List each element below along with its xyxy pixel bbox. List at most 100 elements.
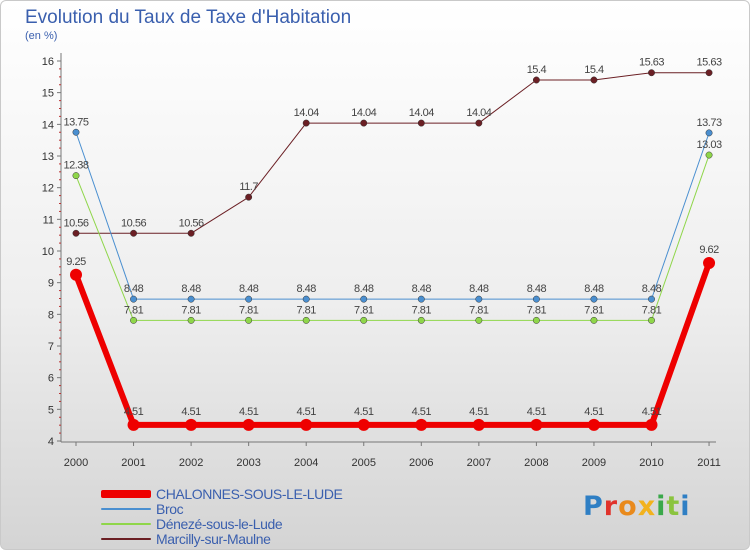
data-label-chalonnes-sous-le-lude: 4.51 <box>124 406 144 418</box>
legend-label: CHALONNES-SOUS-LE-LUDE <box>156 486 343 502</box>
x-tick-label: 2008 <box>524 457 548 469</box>
y-tick-label: 10 <box>42 246 54 258</box>
data-label-broc: 8.48 <box>124 283 144 295</box>
data-label-marcilly-sur-maulne: 14.04 <box>409 107 434 119</box>
data-label-chalonnes-sous-le-lude: 4.51 <box>296 406 316 418</box>
data-label-deneze-sous-le-lude: 7.81 <box>354 304 374 316</box>
x-tick-label: 2004 <box>294 457 318 469</box>
x-tick-label: 2001 <box>121 457 145 469</box>
x-tick-label: 2011 <box>697 457 721 469</box>
data-point-broc <box>590 295 598 303</box>
data-point-chalonnes-sous-le-lude <box>242 418 255 431</box>
data-point-marcilly-sur-maulne <box>130 229 138 237</box>
y-tick-label: 14 <box>42 119 54 131</box>
data-label-deneze-sous-le-lude: 7.81 <box>584 304 604 316</box>
data-label-deneze-sous-le-lude: 7.81 <box>124 304 144 316</box>
data-point-marcilly-sur-maulne <box>245 193 253 201</box>
series-line-deneze-sous-le-lude <box>75 154 710 321</box>
data-label-chalonnes-sous-le-lude: 4.51 <box>412 406 432 418</box>
y-tick-label: 13 <box>42 151 54 163</box>
data-point-broc <box>417 295 425 303</box>
y-tick-label: 15 <box>42 88 54 100</box>
data-label-broc: 8.48 <box>584 283 604 295</box>
x-tick-label: 2007 <box>467 457 491 469</box>
data-label-chalonnes-sous-le-lude: 4.51 <box>469 406 489 418</box>
series-line-chalonnes-sous-le-lude <box>73 262 712 428</box>
x-tick-label: 2002 <box>179 457 203 469</box>
data-label-deneze-sous-le-lude: 12.38 <box>63 160 88 172</box>
data-point-broc <box>648 295 655 303</box>
logo-letter: i <box>680 491 691 522</box>
y-tick-label: 9 <box>48 278 54 290</box>
data-point-broc <box>72 128 80 136</box>
data-label-broc: 8.48 <box>642 283 662 295</box>
data-label-chalonnes-sous-le-lude: 4.51 <box>181 406 201 418</box>
data-point-marcilly-sur-maulne <box>705 69 713 77</box>
data-label-deneze-sous-le-lude: 7.81 <box>412 304 432 316</box>
data-label-broc: 8.48 <box>296 283 316 295</box>
data-point-chalonnes-sous-le-lude <box>185 418 198 431</box>
logo-letter: x <box>637 491 657 522</box>
data-point-marcilly-sur-maulne <box>532 76 540 84</box>
data-label-marcilly-sur-maulne: 15.63 <box>639 57 664 69</box>
x-tick-label: 2000 <box>64 457 88 469</box>
data-point-marcilly-sur-maulne <box>475 119 483 127</box>
legend-swatch <box>101 490 151 498</box>
data-label-chalonnes-sous-le-lude: 4.51 <box>354 406 374 418</box>
data-label-deneze-sous-le-lude: 7.81 <box>642 304 662 316</box>
data-point-chalonnes-sous-le-lude <box>415 418 428 431</box>
y-tick-label: 4 <box>48 436 54 448</box>
data-label-marcilly-sur-maulne: 14.04 <box>294 107 319 119</box>
data-label-marcilly-sur-maulne: 14.04 <box>351 107 376 119</box>
data-label-marcilly-sur-maulne: 15.4 <box>527 64 547 76</box>
data-label-broc: 8.48 <box>181 283 201 295</box>
data-point-chalonnes-sous-le-lude <box>300 418 313 431</box>
legend-label: Dénezé-sous-le-Lude <box>156 516 283 532</box>
y-tick-label: 7 <box>48 341 54 353</box>
legend-label: Marcilly-sur-Maulne <box>156 531 271 547</box>
x-tick-label: 2006 <box>409 457 433 469</box>
data-point-marcilly-sur-maulne <box>360 119 368 127</box>
chart-subtitle: (en %) <box>25 30 58 42</box>
y-tick-label: 6 <box>48 373 54 385</box>
data-point-deneze-sous-le-lude <box>187 316 195 324</box>
data-point-broc <box>705 129 713 137</box>
data-point-deneze-sous-le-lude <box>130 316 138 324</box>
data-point-deneze-sous-le-lude <box>532 316 540 324</box>
y-tick-label: 12 <box>42 183 54 195</box>
data-point-marcilly-sur-maulne <box>187 229 195 237</box>
data-label-broc: 13.75 <box>63 116 88 128</box>
y-tick-label: 16 <box>42 56 54 68</box>
data-label-deneze-sous-le-lude: 7.81 <box>181 304 201 316</box>
data-point-marcilly-sur-maulne <box>417 119 425 127</box>
data-label-broc: 13.73 <box>697 117 722 129</box>
data-point-deneze-sous-le-lude <box>245 316 253 324</box>
data-point-broc <box>475 295 483 303</box>
y-tick-label: 8 <box>48 309 54 321</box>
data-point-chalonnes-sous-le-lude <box>703 257 716 270</box>
data-point-broc <box>245 295 253 303</box>
data-label-chalonnes-sous-le-lude: 4.51 <box>527 406 547 418</box>
data-label-chalonnes-sous-le-lude: 4.51 <box>584 406 604 418</box>
chart-title: Evolution du Taux de Taxe d'Habitation <box>25 7 352 28</box>
data-point-chalonnes-sous-le-lude <box>357 418 370 431</box>
data-point-chalonnes-sous-le-lude <box>587 418 600 431</box>
data-point-broc <box>187 295 195 303</box>
data-label-broc: 8.48 <box>354 283 374 295</box>
data-point-broc <box>532 295 540 303</box>
data-label-broc: 8.48 <box>239 283 259 295</box>
data-point-deneze-sous-le-lude <box>72 172 80 180</box>
data-label-marcilly-sur-maulne: 11.7 <box>239 181 258 193</box>
data-point-chalonnes-sous-le-lude <box>127 418 140 431</box>
legend-swatch <box>101 508 151 510</box>
data-point-broc <box>360 295 368 303</box>
data-label-marcilly-sur-maulne: 14.04 <box>466 107 491 119</box>
data-label-marcilly-sur-maulne: 15.4 <box>584 64 604 76</box>
data-label-deneze-sous-le-lude: 7.81 <box>469 304 489 316</box>
data-label-chalonnes-sous-le-lude: 9.62 <box>699 244 719 256</box>
logo-letter: t <box>666 491 681 522</box>
data-label-deneze-sous-le-lude: 13.03 <box>697 139 722 151</box>
x-tick-label: 2005 <box>352 457 376 469</box>
